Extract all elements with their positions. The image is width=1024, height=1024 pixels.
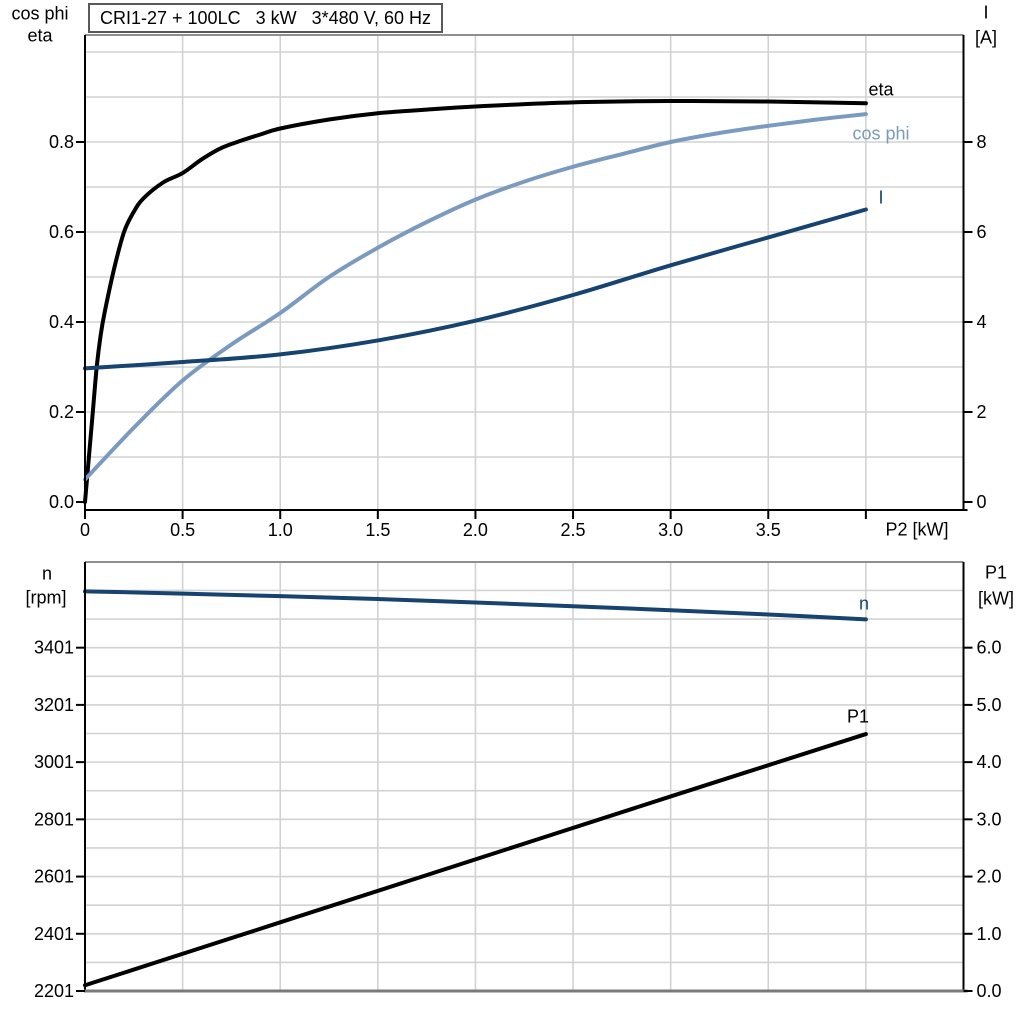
- right-tick-label: 3.0: [977, 809, 1002, 829]
- right-tick-label: 6.0: [977, 638, 1002, 658]
- right-tick-label: 1.0: [977, 924, 1002, 944]
- motor-curves-bottom-right-ticks: 0.0 1.0 2.0 3.0 4.0 5.0 6.0: [963, 638, 1002, 1001]
- right-tick-label: 5.0: [977, 695, 1002, 715]
- left-tick-label: 3001: [34, 752, 74, 772]
- x-axis-label-p2-kw: P2 [kW]: [885, 519, 949, 540]
- chart-title: CRI1-27 + 100LC 3 kW 3*480 V, 60 Hz: [100, 7, 432, 28]
- top-left-axis-title-cos-phi: cos phi: [11, 3, 69, 24]
- right-tick-label: 2.0: [977, 867, 1002, 887]
- chart-title-box: CRI1-27 + 100LC 3 kW 3*480 V, 60 Hz: [88, 3, 444, 33]
- left-tick-label: 0.0: [49, 492, 74, 512]
- x-tick-label: 1.0: [268, 520, 293, 540]
- left-tick-label: 0.6: [49, 222, 74, 242]
- right-tick-label: 4: [977, 312, 987, 332]
- left-tick-label: 0.2: [49, 402, 74, 422]
- x-tick-label: 3.5: [756, 520, 781, 540]
- bottom-left-axis-title-rpm: [rpm]: [25, 587, 67, 608]
- motor-curves-top-x-ticks: 0 0.5 1.0 1.5 2.0 2.5 3.0 3.5: [80, 510, 867, 540]
- right-tick-label: 4.0: [977, 752, 1002, 772]
- right-tick-label: 0: [977, 492, 987, 512]
- n-curve-label: n: [858, 593, 870, 614]
- left-tick-label: 2801: [34, 809, 74, 829]
- left-tick-label: 2401: [34, 924, 74, 944]
- motor-curves-bottom-group: 2201 2401 2601 2801 3001 3201 3401 0.0 1.0 2.0 3.0…: [34, 561, 1002, 1001]
- bottom-left-axis-title-n: n: [41, 563, 53, 584]
- cos-phi-curve-label: cos phi: [852, 123, 910, 144]
- motor-curves-bottom-left-ticks: 2201 2401 2601 2801 3001 3201 3401: [34, 638, 85, 1001]
- right-tick-label: 0.0: [977, 981, 1002, 1001]
- x-tick-label: 2.5: [561, 520, 586, 540]
- motor-curves-bottom-horizontal-gridlines: [85, 589, 964, 964]
- x-tick-label: 0: [80, 520, 90, 540]
- top-left-axis-title-eta: eta: [27, 25, 53, 46]
- i-curve-label: I: [878, 187, 884, 208]
- motor-curves-top-horizontal-gridlines: [85, 51, 964, 458]
- x-tick-label: 1.5: [365, 520, 390, 540]
- left-tick-label: 3401: [34, 638, 74, 658]
- p1-curve-label: P1: [846, 706, 870, 727]
- left-tick-label: 2601: [34, 867, 74, 887]
- top-right-axis-title-amps: [A]: [974, 27, 998, 48]
- motor-curves-top-right-ticks: 0 2 4 6 8: [963, 132, 987, 512]
- bottom-right-axis-title-p1: P1: [984, 562, 1008, 583]
- x-tick-label: 3.0: [658, 520, 683, 540]
- I-curve: [83, 207, 868, 371]
- motor-curves-top-group: 0.0 0.2 0.4 0.6 0.8 0 2 4 6 8 0 0.5 1.0 1.5 2.0 2.5 3.0 3…: [49, 34, 987, 540]
- eta-curve: [83, 99, 868, 504]
- left-tick-label: 3201: [34, 695, 74, 715]
- n-curve: [83, 589, 868, 622]
- motor-curves-bottom-vertical-gridlines: [181, 562, 867, 991]
- left-tick-label: 0.4: [49, 312, 74, 332]
- eta-curve-label: eta: [868, 79, 894, 100]
- motor-curves-top-left-ticks: 0.0 0.2 0.4 0.6 0.8: [49, 132, 85, 512]
- right-tick-label: 2: [977, 402, 987, 422]
- motor-curves-top-vertical-gridlines: [181, 35, 867, 510]
- P1-curve: [83, 732, 868, 988]
- left-tick-label: 2201: [34, 981, 74, 1001]
- bottom-right-axis-title-kw: [kW]: [978, 588, 1014, 609]
- x-tick-label: 2.0: [463, 520, 488, 540]
- left-tick-label: 0.8: [49, 132, 74, 152]
- x-tick-label: 0.5: [170, 520, 195, 540]
- right-tick-label: 8: [977, 132, 987, 152]
- right-tick-label: 6: [977, 222, 987, 242]
- top-right-axis-title-i: I: [983, 2, 989, 23]
